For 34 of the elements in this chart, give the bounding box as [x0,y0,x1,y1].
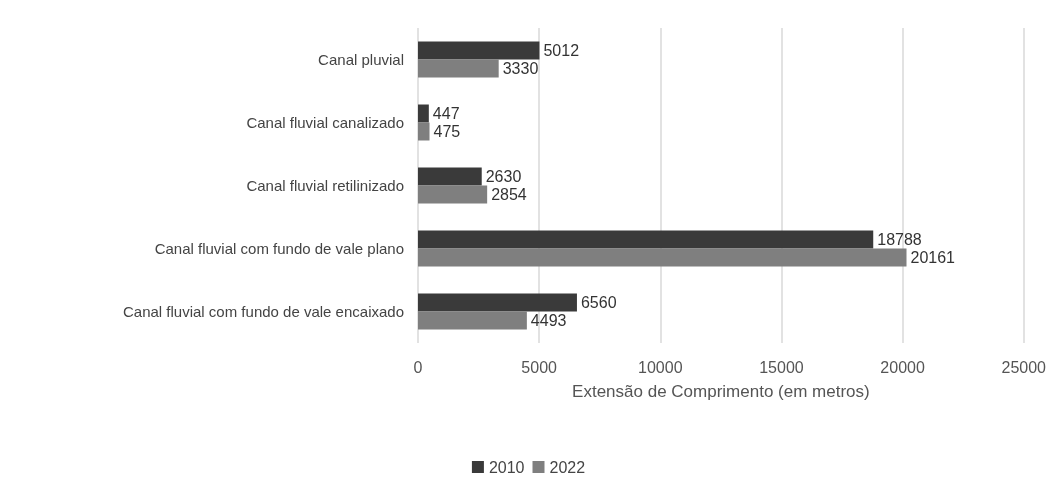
x-tick-label: 10000 [638,358,683,376]
x-tick-label: 0 [413,358,423,376]
bar [418,59,499,78]
data-label: 3330 [502,60,539,77]
bar [418,185,488,204]
data-label: 2854 [491,186,527,203]
bar [418,293,577,312]
bar [418,41,540,60]
bar [418,122,430,141]
x-tick-label: 5000 [521,358,558,376]
y-tick-label: Canal pluvial [318,51,404,68]
bar [418,167,482,186]
legend-label: 2010 [488,458,525,476]
data-label: 2630 [485,168,522,185]
data-label: 5012 [543,42,580,59]
data-label: 6560 [580,294,617,311]
data-label: 447 [432,105,460,122]
bar [418,311,527,330]
x-tick-label: 15000 [759,358,804,376]
data-label: 475 [433,123,461,140]
legend-label: 2022 [549,458,586,476]
y-tick-label: Canal fluvial com fundo de vale encaixado [122,303,404,320]
bar [418,230,874,249]
x-axis-title: Extensão de Comprimento (em metros) [572,382,870,401]
x-tick-label: 20000 [880,358,925,376]
y-tick-label: Canal fluvial retilinizado [246,177,404,194]
bar [418,248,907,267]
y-tick-label: Canal fluvial com fundo de vale plano [154,240,404,257]
data-label: 18788 [877,231,922,248]
data-label: 20161 [910,249,956,266]
y-tick-label: Canal fluvial canalizado [246,114,404,131]
data-label: 4493 [530,312,567,329]
bar [418,104,429,123]
x-tick-label: 25000 [1001,358,1047,376]
